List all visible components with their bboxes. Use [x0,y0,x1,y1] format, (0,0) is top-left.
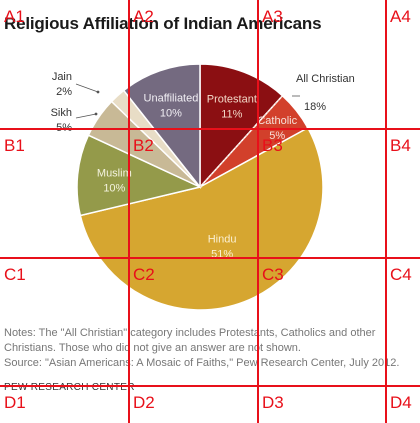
label-muslim-name: Muslim [97,167,132,179]
grid-vertical-line [385,0,387,423]
pie-slice-unaffiliated [122,63,201,190]
notes-line-1: Notes: The "All Christian" category incl… [4,327,376,339]
grid-cell-label: A3 [262,7,283,26]
label-protestant-name: Protestant [207,93,257,105]
notes-line-2: Christians. Those who did not give an an… [4,342,301,354]
label-jain-name: Jain [52,71,72,83]
notes-source: Source: "Asian Americans: A Mosaic of Fa… [4,357,400,369]
chart-title: Religious Affiliation of Indian American… [4,14,322,33]
label-jain-leader-dot [96,90,100,94]
label-muslim-value: 10% [103,182,125,194]
grid-cell-label: C4 [390,265,412,284]
pie-slice-muslim [76,134,203,217]
grid-cell-label: D4 [390,393,412,412]
source-organization: PEW RESEARCH CENTER [4,382,135,393]
pie-slice-hindu [79,126,324,311]
chart-notes: Notes: The "All Christian" category incl… [4,326,416,371]
grid-cell-label: A2 [133,7,154,26]
grid-cell-label: C1 [4,265,26,284]
label-jain-value: 2% [56,86,72,98]
grid-cell-label: B2 [133,136,154,155]
label-sikh-leader-dot [94,112,98,116]
label-catholic-name: Catholic [257,115,297,127]
grid-cell-label: B1 [4,136,25,155]
label-unaffiliated-value: 10% [160,107,182,119]
grid-cell-label: B3 [262,136,283,155]
label-sikh-leader [75,113,97,119]
grid-cell-label: D1 [4,393,26,412]
christian-divider [199,95,283,188]
grid-cell-label: A1 [4,7,25,26]
grid-cell-label: C2 [133,265,155,284]
grid-cell-label: B4 [390,136,411,155]
label-sikh-name: Sikh [51,107,72,119]
grid-cell-label: D2 [133,393,155,412]
grid-cell-label: C3 [262,265,284,284]
all-christian-value: 18% [304,101,326,113]
label-hindu-name: Hindu [208,233,237,245]
grid-horizontal-line [0,385,420,387]
grid-horizontal-line [0,257,420,259]
label-unaffiliated-name: Unaffiliated [144,92,199,104]
grid-cell-label: A4 [390,7,411,26]
label-protestant-value: 11% [221,108,242,120]
grid-horizontal-line [0,128,420,130]
pie-slice-protestant [199,63,284,189]
label-jain-leader [75,83,99,93]
grid-cell-label: D3 [262,393,284,412]
label-catholic-value: 5% [269,130,285,142]
all-christian-label: All Christian [296,73,355,85]
grid-vertical-line [257,0,259,423]
grid-vertical-line [128,0,130,423]
